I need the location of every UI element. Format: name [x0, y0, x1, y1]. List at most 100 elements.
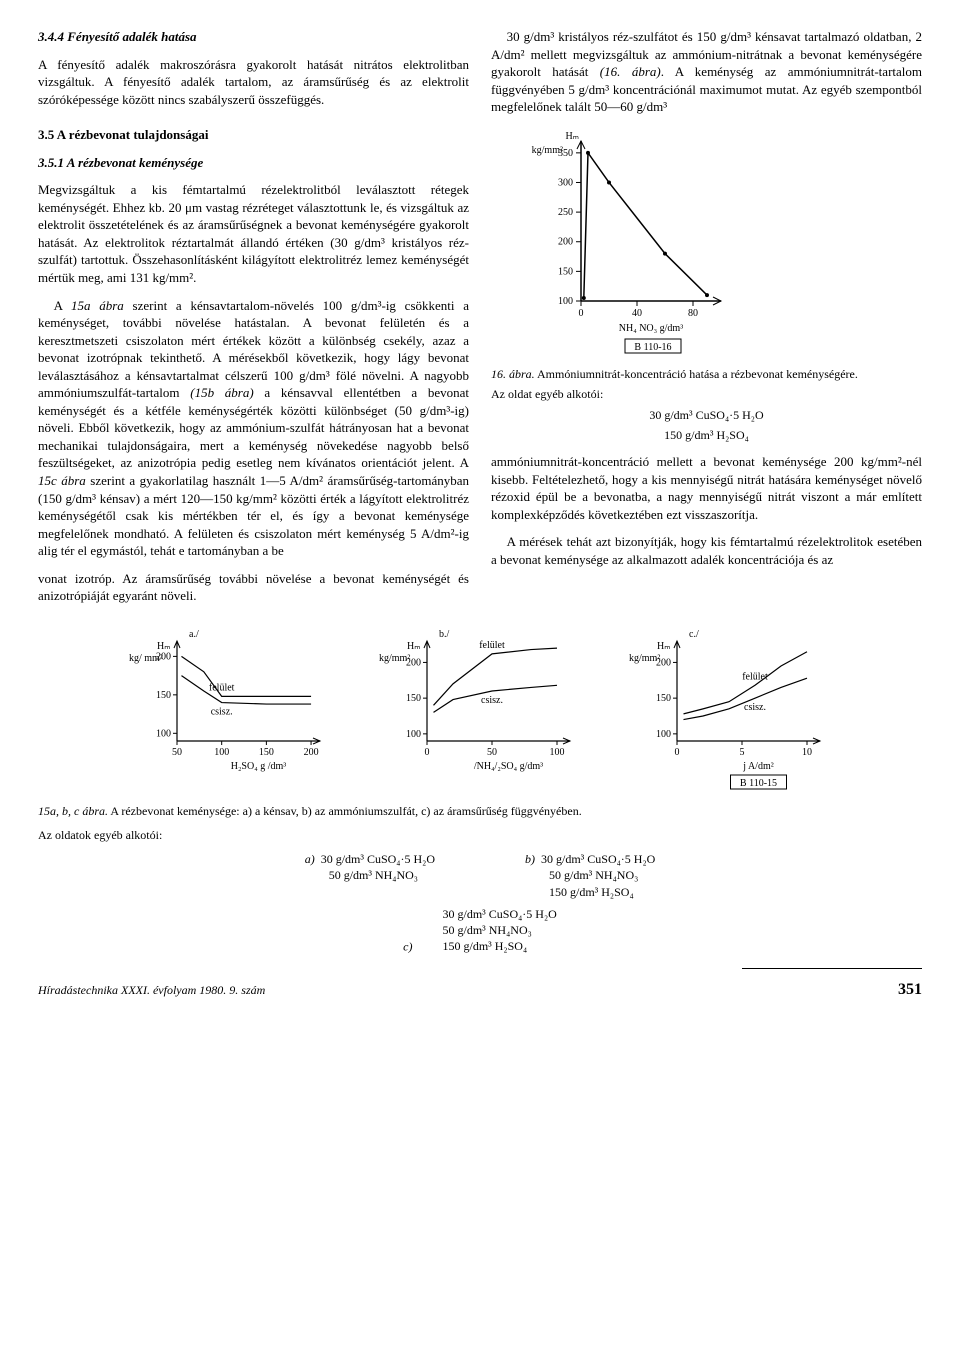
components-a: a) 30 g/dm³ CuSO₄·5 H₂O 50 g/dm³ NH₄NO₃ — [305, 851, 435, 900]
svg-text:B 110-16: B 110-16 — [634, 342, 671, 353]
paragraph: Megvizsgáltuk a kis fémtartalmú rézelekt… — [38, 181, 469, 286]
svg-text:/NH₄/₂SO₄ g/dm³: /NH₄/₂SO₄ g/dm³ — [474, 761, 543, 772]
components-b: b) 30 g/dm³ CuSO₄·5 H₂O 50 g/dm³ NH₄NO₃ … — [525, 851, 655, 900]
svg-text:200: 200 — [656, 657, 671, 668]
svg-text:100: 100 — [214, 747, 229, 758]
composition-line: 30 g/dm³ CuSO₄·5 H₂O — [491, 407, 922, 423]
components-c: c) 30 g/dm³ CuSO₄·5 H₂O 50 g/dm³ NH₄NO₃ … — [38, 906, 922, 955]
svg-text:NH₄ NO₃ g/dm³: NH₄ NO₃ g/dm³ — [619, 323, 683, 334]
paragraph: A 15a ábra szerint a kénsavtartalom-növe… — [38, 297, 469, 560]
comp-line: 30 g/dm³ CuSO₄·5 H₂O — [321, 852, 435, 866]
footer-rule — [742, 968, 922, 969]
figure-label: 15a, b, c ábra. — [38, 804, 108, 818]
svg-text:0: 0 — [425, 747, 430, 758]
page-footer: Híradástechnika XXXI. évfolyam 1980. 9. … — [38, 979, 922, 1001]
svg-text:csisz.: csisz. — [481, 695, 503, 706]
fig-ref: 15c ábra — [38, 473, 86, 488]
svg-text:150: 150 — [259, 747, 274, 758]
figure-15-panels: a./Hₘkg/ mm²10015020050100150200H₂SO₄ g … — [38, 623, 922, 793]
figure-15-block: a./Hₘkg/ mm²10015020050100150200H₂SO₄ g … — [38, 623, 922, 955]
svg-text:0: 0 — [675, 747, 680, 758]
caption-text: A rézbevonat keménysége: a) a kénsav, b)… — [108, 804, 582, 818]
svg-text:150: 150 — [656, 693, 671, 704]
paragraph: A mérések tehát azt bizonyítják, hogy ki… — [491, 533, 922, 568]
composition-line: 150 g/dm³ H₂SO₄ — [491, 427, 922, 443]
chart-svg: a./Hₘkg/ mm²10015020050100150200H₂SO₄ g … — [125, 623, 335, 793]
svg-text:150: 150 — [406, 693, 421, 704]
svg-text:5: 5 — [740, 747, 745, 758]
comp-line: 50 g/dm³ NH₄NO₃ — [525, 868, 638, 882]
fig-ref: (16. ábra) — [600, 64, 661, 79]
figure-16-caption: 16. ábra. Ammóniumnitrát-koncentráció ha… — [491, 366, 922, 382]
svg-text:100: 100 — [558, 296, 573, 307]
svg-text:Hₘ: Hₘ — [566, 131, 579, 142]
svg-text:150: 150 — [558, 266, 573, 277]
svg-text:100: 100 — [656, 729, 671, 740]
figure-15-notes: Az oldatok egyéb alkotói: — [38, 827, 922, 843]
comp-line: 150 g/dm³ H₂SO₄ — [525, 885, 634, 899]
svg-text:100: 100 — [156, 728, 171, 739]
svg-text:150: 150 — [156, 690, 171, 701]
svg-text:B 110-15: B 110-15 — [740, 778, 777, 789]
svg-text:kg/mm²: kg/mm² — [532, 145, 563, 156]
two-column-layout: 3.4.4 Fényesítő adalék hatása A fényesít… — [38, 28, 922, 605]
svg-text:100: 100 — [406, 729, 421, 740]
svg-text:200: 200 — [304, 747, 319, 758]
comp-line: 150 g/dm³ H₂SO₄ — [443, 939, 528, 953]
svg-text:40: 40 — [632, 308, 642, 319]
svg-text:csisz.: csisz. — [211, 706, 233, 717]
svg-text:250: 250 — [558, 207, 573, 218]
paragraph: vonat izotróp. Az áramsűrűség további nö… — [38, 570, 469, 605]
svg-text:80: 80 — [688, 308, 698, 319]
comp-lines: 30 g/dm³ CuSO₄·5 H₂O 50 g/dm³ NH₄NO₃ 150… — [419, 906, 557, 955]
svg-text:10: 10 — [802, 747, 812, 758]
svg-text:a./: a./ — [189, 629, 199, 640]
figure-16-notes: Az oldat egyéb alkotói: — [491, 386, 922, 402]
svg-text:Hₘ: Hₘ — [157, 641, 170, 652]
fig-ref: (15b ábra) — [190, 385, 253, 400]
comp-line: 50 g/dm³ NH₄NO₃ — [305, 868, 418, 882]
figure-15-caption: 15a, b, c ábra. A rézbevonat keménysége:… — [38, 803, 922, 819]
label: c) — [403, 939, 412, 953]
figure-16-chart: 10015020025030035004080Hₘkg/mm²NH₄ NO₃ g… — [511, 126, 922, 361]
svg-text:csisz.: csisz. — [744, 702, 766, 713]
label: a) — [305, 852, 315, 866]
text: szerint a gyakorlatilag használt 1—5 A/d… — [38, 473, 469, 558]
footer-journal: Híradástechnika XXXI. évfolyam 1980. 9. … — [38, 982, 265, 998]
svg-text:50: 50 — [172, 747, 182, 758]
svg-text:felület: felület — [742, 671, 768, 682]
fig-ref: 15a ábra — [71, 298, 124, 313]
heading-3-5-1: 3.5.1 A rézbevonat keménysége — [38, 154, 469, 172]
svg-text:Hₘ: Hₘ — [657, 641, 670, 652]
svg-text:100: 100 — [550, 747, 565, 758]
svg-text:50: 50 — [487, 747, 497, 758]
label: b) — [525, 852, 535, 866]
svg-text:200: 200 — [406, 657, 421, 668]
chart-svg: 10015020025030035004080Hₘkg/mm²NH₄ NO₃ g… — [511, 126, 751, 356]
svg-text:H₂SO₄ g /dm³: H₂SO₄ g /dm³ — [231, 761, 287, 772]
svg-text:felület: felület — [479, 640, 505, 651]
comp-line: 30 g/dm³ CuSO₄·5 H₂O — [541, 852, 655, 866]
svg-text:200: 200 — [558, 236, 573, 247]
svg-text:200: 200 — [156, 651, 171, 662]
paragraph: 30 g/dm³ kristályos réz-szulfátot és 150… — [491, 28, 922, 116]
chart-svg: c./Hₘkg/mm²1001502000510j A/dm²felületcs… — [625, 623, 835, 793]
comp-line: 50 g/dm³ NH₄NO₃ — [443, 923, 532, 937]
heading-3-4-4: 3.4.4 Fényesítő adalék hatása — [38, 28, 469, 46]
text: A — [54, 298, 71, 313]
paragraph: ammóniumnitrát-koncentráció mellett a be… — [491, 453, 922, 523]
svg-text:0: 0 — [579, 308, 584, 319]
svg-text:j A/dm²: j A/dm² — [742, 761, 774, 772]
paragraph: A fényesítő adalék makroszórásra gyakoro… — [38, 56, 469, 109]
heading-3-5: 3.5 A rézbevonat tulajdonságai — [38, 126, 469, 144]
page-number: 351 — [898, 979, 922, 1001]
comp-line: 30 g/dm³ CuSO₄·5 H₂O — [443, 907, 557, 921]
components-ab: a) 30 g/dm³ CuSO₄·5 H₂O 50 g/dm³ NH₄NO₃ … — [38, 851, 922, 900]
caption-text: Ammóniumnitrát-koncentráció hatása a réz… — [535, 367, 858, 381]
svg-text:felület: felület — [209, 682, 235, 693]
svg-text:b./: b./ — [439, 629, 450, 640]
svg-text:300: 300 — [558, 177, 573, 188]
chart-svg: b./Hₘkg/mm²100150200050100/NH₄/₂SO₄ g/dm… — [375, 623, 585, 793]
svg-text:c./: c./ — [689, 629, 699, 640]
figure-label: 16. ábra. — [491, 367, 535, 381]
